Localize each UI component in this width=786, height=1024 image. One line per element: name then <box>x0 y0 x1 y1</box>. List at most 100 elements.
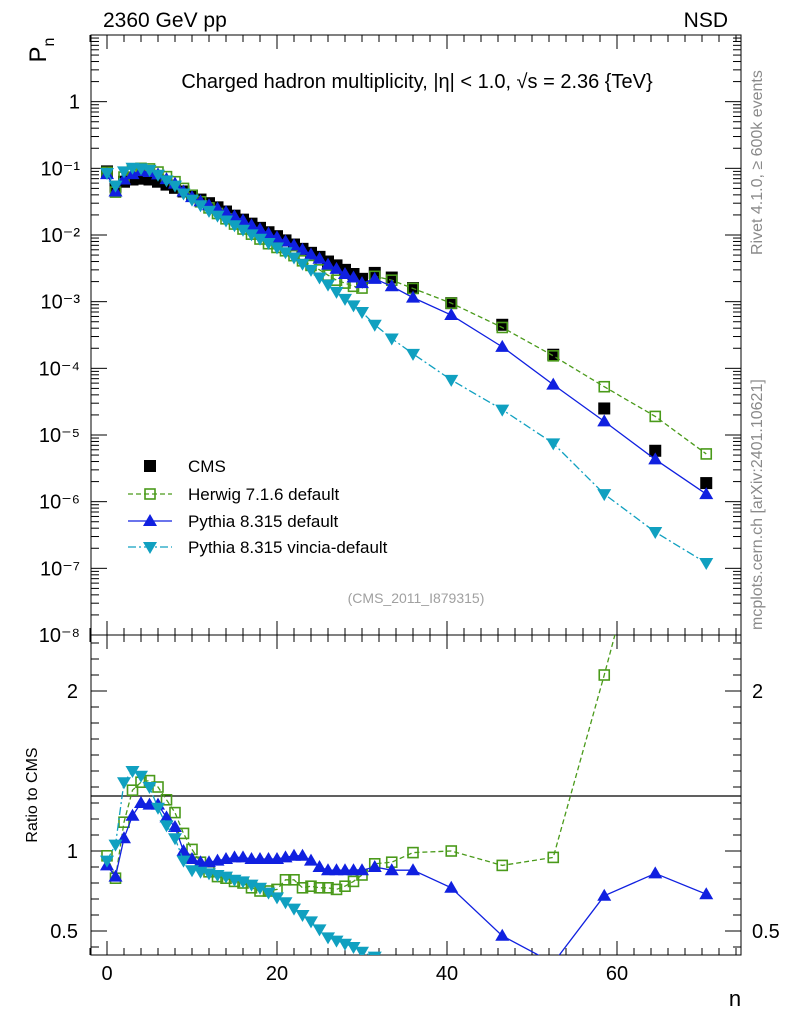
pythia-ratio-point <box>384 863 399 876</box>
axis-ticks <box>89 35 741 955</box>
vincia-point <box>202 205 216 218</box>
y-axis-label: Pn <box>25 38 58 63</box>
pythia-ratio-point <box>406 863 420 876</box>
ratio-tick-label-right: 0.5 <box>752 921 780 943</box>
vincia-point <box>159 175 174 188</box>
vincia-ratio-point <box>244 879 259 892</box>
legend-label-cms: CMS <box>188 457 226 476</box>
vincia-ratio-point <box>495 982 509 994</box>
pythia-ratio-point <box>125 808 140 821</box>
vincia-ratio-point <box>406 964 420 976</box>
herwig-point <box>496 321 509 334</box>
herwig-ratio-point <box>330 883 343 896</box>
pythia-line <box>106 170 707 495</box>
pythia-point <box>444 308 459 321</box>
vincia-point <box>321 279 335 292</box>
vincia-ratio-point <box>278 897 293 910</box>
y-tick-label: 10⁻¹ <box>41 158 81 180</box>
vincia-ratio-point <box>151 802 165 815</box>
pythia-point <box>597 414 612 427</box>
herwig-ratio-point <box>118 816 130 829</box>
vincia-point <box>108 180 123 193</box>
vincia-point <box>312 272 327 285</box>
pythia-point <box>295 242 310 255</box>
pythia-ratio-point <box>648 866 663 879</box>
herwig-point <box>598 380 611 393</box>
pythia-point <box>304 247 318 260</box>
vincia-ratio-point <box>108 839 123 852</box>
herwig-ratio-point <box>347 875 360 888</box>
herwig-line <box>106 167 707 455</box>
vincia-point <box>261 237 276 250</box>
vincia-ratio-point <box>168 833 182 846</box>
y-tick-label: 10⁻⁴ <box>39 358 80 380</box>
vincia-ratio-point <box>546 987 560 999</box>
rivet-label: Rivet 4.1.0, ≥ 600k events <box>749 70 766 255</box>
vincia-ratio-point <box>100 855 114 868</box>
vincia-point <box>699 558 714 571</box>
herwig-point <box>700 448 713 460</box>
pythia-point <box>406 290 420 303</box>
vincia-point <box>597 489 612 502</box>
pythia-ratio-line <box>106 802 707 955</box>
pythia-point <box>312 251 327 264</box>
vincia-point <box>338 293 352 306</box>
pythia-point <box>495 339 510 352</box>
pythia-ratio-point <box>108 869 123 882</box>
main-plot-series <box>100 162 714 571</box>
legend-marker-vincia <box>143 542 157 554</box>
legend-label-pythia: Pythia 8.315 default <box>188 512 339 531</box>
vincia-point <box>176 188 191 201</box>
pythia-ratio-point <box>236 850 250 863</box>
legend: CMS Herwig 7.1.6 default Pythia 8.315 defa… <box>128 457 388 557</box>
herwig-ratio-point <box>288 873 300 886</box>
vincia-ratio-line <box>106 770 373 955</box>
x-tick-label: 0 <box>101 963 112 985</box>
pythia-ratio-point <box>495 928 510 941</box>
herwig-ratio-point <box>407 846 419 859</box>
ratio-tick-label-right: 2 <box>752 681 763 703</box>
y-tick-label: 10⁻² <box>41 225 81 247</box>
herwig-ratio-point <box>305 880 317 893</box>
herwig-ratio-point <box>169 806 181 819</box>
axis-tick-labels: 0 20 40 60 10⁻⁸ 10⁻⁷ 10⁻⁶ 10⁻⁵ 10⁻⁴ 10⁻³ 10⁻² 10⁻¹ 1… <box>39 92 780 985</box>
vincia-ratio-point <box>176 855 191 868</box>
vincia-ratio-point <box>312 924 327 937</box>
x-tick-label: 20 <box>266 963 288 985</box>
pythia-point <box>367 271 382 284</box>
vincia-ratio-point <box>261 887 276 900</box>
x-tick-label: 40 <box>436 963 458 985</box>
pythia-ratio-point <box>185 852 199 864</box>
vincia-point <box>648 527 663 540</box>
legend-marker-pythia <box>143 514 157 526</box>
herwig-ratio-point <box>650 478 660 488</box>
vincia-ratio-point <box>287 903 301 916</box>
pythia-ratio-point <box>295 848 310 861</box>
pythia-ratio-point <box>176 844 191 856</box>
vincia-point <box>117 166 131 179</box>
pythia-ratio-point <box>304 853 318 866</box>
vincia-ratio-point <box>367 951 382 955</box>
vincia-ratio-point <box>699 993 713 1005</box>
vincia-ratio-point <box>134 770 148 783</box>
pythia-ratio-point <box>355 863 369 876</box>
vincia-ratio-point <box>338 938 352 951</box>
vincia-ratio-point <box>304 916 318 929</box>
legend-marker-cms <box>144 460 156 472</box>
herwig-point <box>649 410 662 423</box>
vincia-point <box>151 169 165 182</box>
pythia-point <box>329 261 344 274</box>
header-left: 2360 GeV pp <box>103 9 227 32</box>
pythia-point <box>355 276 369 289</box>
vincia-ratio-point <box>236 876 250 889</box>
vincia-point <box>546 438 561 451</box>
vincia-point <box>495 404 510 417</box>
herwig-point <box>547 350 560 362</box>
ratio-panel-frame <box>90 634 742 956</box>
herwig-ratio-point <box>313 881 326 894</box>
chart-title: Charged hadron multiplicity, |η| < 1.0, … <box>181 71 653 93</box>
mcplots-label: mcplots.cern.ch [arXiv:2401.10621] <box>749 379 766 630</box>
vincia-point <box>270 242 284 255</box>
pythia-point <box>699 487 714 500</box>
